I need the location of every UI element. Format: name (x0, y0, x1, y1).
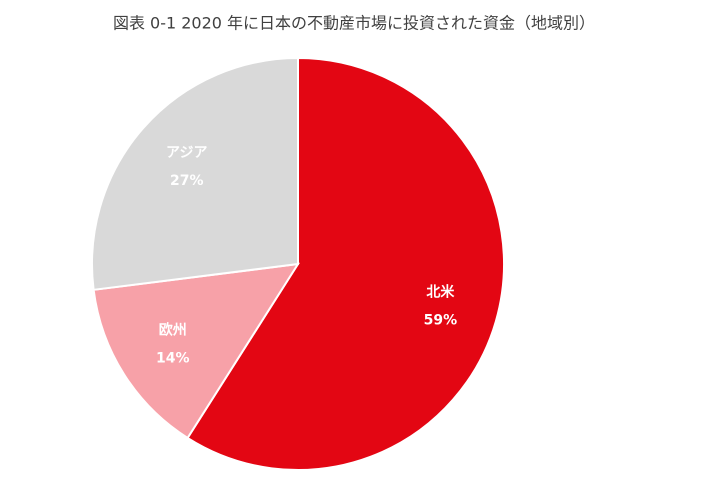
slice-label: 北米 (426, 283, 455, 300)
pie-slice (92, 262, 300, 440)
slice-label: アジア (166, 145, 207, 161)
value-label: 59% (424, 312, 458, 328)
pie-slice (91, 56, 299, 291)
chart-title: 図表 0-1 2020 年に日本の不動産市場に投資された資金（地域別） (113, 14, 595, 33)
value-label: 14% (156, 350, 190, 366)
slice-label: 欧州 (159, 321, 187, 338)
pie-slice (186, 56, 505, 471)
value-label: 27% (170, 173, 204, 189)
